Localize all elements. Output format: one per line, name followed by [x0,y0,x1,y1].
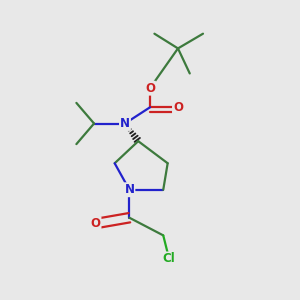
Text: N: N [120,117,130,130]
Text: O: O [91,217,100,230]
Text: N: N [124,183,134,196]
Text: O: O [145,82,155,95]
Text: O: O [173,101,183,114]
Text: Cl: Cl [163,252,175,266]
